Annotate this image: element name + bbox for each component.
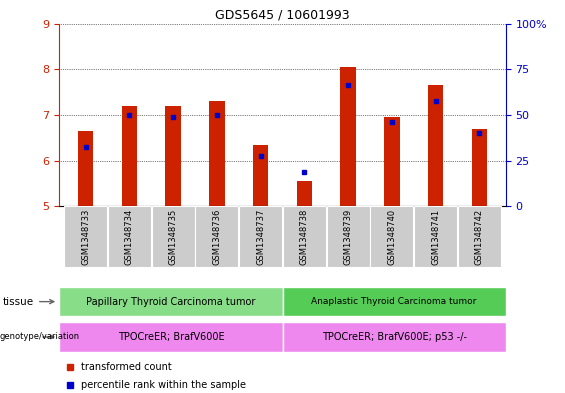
Text: percentile rank within the sample: percentile rank within the sample: [81, 380, 246, 390]
Text: Papillary Thyroid Carcinoma tumor: Papillary Thyroid Carcinoma tumor: [86, 297, 255, 307]
Bar: [64, 206, 107, 267]
Text: GSM1348739: GSM1348739: [344, 209, 353, 265]
Text: TPOCreER; BrafV600E: TPOCreER; BrafV600E: [118, 332, 224, 342]
Text: TPOCreER; BrafV600E; p53 -/-: TPOCreER; BrafV600E; p53 -/-: [321, 332, 467, 342]
Bar: [78, 131, 93, 206]
Text: GSM1348733: GSM1348733: [81, 209, 90, 265]
Bar: [108, 206, 151, 267]
Text: Anaplastic Thyroid Carcinoma tumor: Anaplastic Thyroid Carcinoma tumor: [311, 297, 477, 306]
Bar: [371, 206, 414, 267]
Bar: [327, 206, 370, 267]
Bar: [428, 85, 444, 206]
Bar: [384, 117, 399, 206]
Bar: [195, 206, 238, 267]
Bar: [253, 145, 268, 206]
Bar: [341, 67, 356, 206]
Text: GSM1348741: GSM1348741: [431, 209, 440, 265]
Text: GSM1348742: GSM1348742: [475, 209, 484, 265]
Bar: [472, 129, 487, 206]
Bar: [297, 181, 312, 206]
Text: GSM1348736: GSM1348736: [212, 209, 221, 265]
Bar: [209, 101, 224, 206]
Text: GSM1348735: GSM1348735: [168, 209, 177, 265]
Bar: [282, 287, 506, 316]
Text: genotype/variation: genotype/variation: [0, 332, 80, 342]
Bar: [458, 206, 501, 267]
Bar: [59, 287, 282, 316]
Text: GSM1348738: GSM1348738: [300, 209, 309, 265]
Bar: [151, 206, 194, 267]
Title: GDS5645 / 10601993: GDS5645 / 10601993: [215, 8, 350, 21]
Bar: [121, 106, 137, 206]
Text: GSM1348734: GSM1348734: [125, 209, 134, 265]
Bar: [414, 206, 457, 267]
Bar: [283, 206, 326, 267]
Bar: [166, 106, 181, 206]
Bar: [239, 206, 282, 267]
Text: GSM1348737: GSM1348737: [256, 209, 265, 265]
Text: GSM1348740: GSM1348740: [388, 209, 397, 265]
Bar: [282, 322, 506, 352]
Text: tissue: tissue: [3, 297, 54, 307]
Text: transformed count: transformed count: [81, 362, 172, 372]
Bar: [59, 322, 282, 352]
